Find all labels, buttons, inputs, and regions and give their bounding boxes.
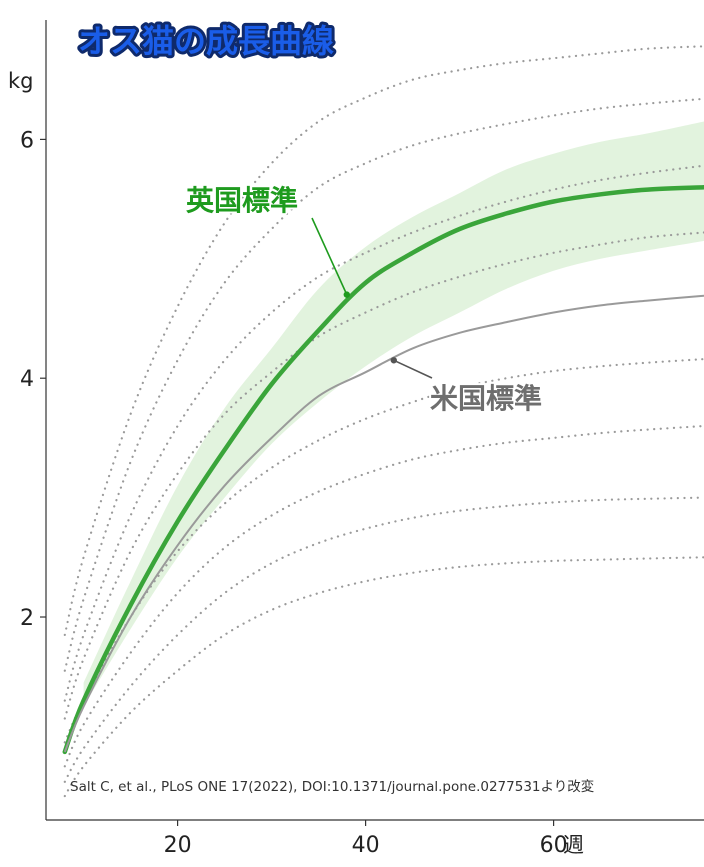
us-standard-line [63,294,704,753]
y-axis-label: kg [8,69,34,93]
uk-label-leader [311,217,348,295]
centile-line-7 [63,496,704,783]
y-tick-label-6: 6 [20,128,34,153]
uk-label-point [343,291,350,298]
x-tick-label-20: 20 [164,833,192,858]
centile-line-1 [63,45,704,636]
uk-standard-line [62,184,704,755]
chart-title: オス猫の成長曲線 [78,22,334,60]
y-tick-label-2: 2 [20,606,34,631]
centile-line-6 [63,424,704,768]
centile-line-2 [63,97,704,672]
us-label-leader [393,359,433,379]
us-label-point [390,357,397,364]
uk-series-label: 英国標準 [186,184,298,217]
us-series-label: 米国標準 [430,382,542,415]
centile-lines-layer [63,45,704,798]
source-note: Salt C, et al., PLoS ONE 17(2022), DOI:1… [70,778,594,795]
standard-curves-layer [62,184,704,755]
y-tick-label-4: 4 [20,367,34,392]
uk-range-band-layer [83,121,704,707]
axis-ticks-layer: 2 4 6 20 40 60 [20,128,568,858]
x-axis-label: 週 [563,833,584,857]
x-tick-label-60: 60 [540,833,568,858]
centile-line-4 [63,231,704,720]
uk-range-band [83,121,704,707]
centile-line-8 [63,556,704,798]
x-tick-label-40: 40 [352,833,380,858]
